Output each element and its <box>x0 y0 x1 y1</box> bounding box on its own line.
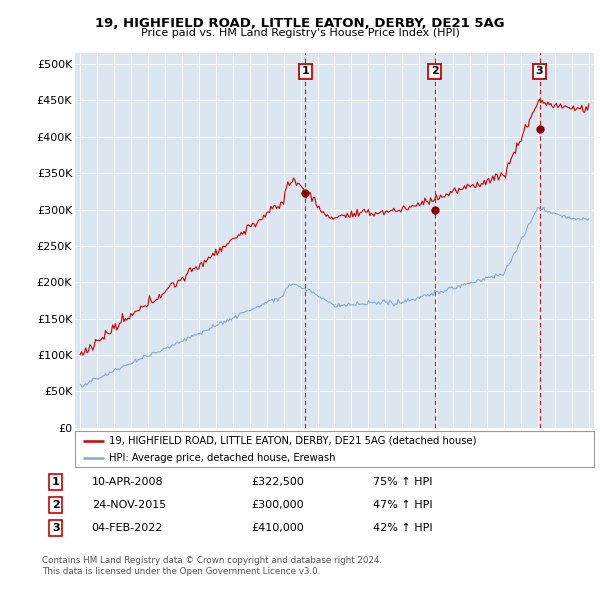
Text: 10-APR-2008: 10-APR-2008 <box>92 477 163 487</box>
Text: 75% ↑ HPI: 75% ↑ HPI <box>373 477 433 487</box>
Text: £322,500: £322,500 <box>252 477 305 487</box>
Text: 2: 2 <box>52 500 59 510</box>
Text: Price paid vs. HM Land Registry's House Price Index (HPI): Price paid vs. HM Land Registry's House … <box>140 28 460 38</box>
Text: 3: 3 <box>536 66 544 76</box>
Text: Contains HM Land Registry data © Crown copyright and database right 2024.
This d: Contains HM Land Registry data © Crown c… <box>42 556 382 576</box>
Text: 2: 2 <box>431 66 439 76</box>
Text: HPI: Average price, detached house, Erewash: HPI: Average price, detached house, Erew… <box>109 453 335 463</box>
Text: 19, HIGHFIELD ROAD, LITTLE EATON, DERBY, DE21 5AG (detached house): 19, HIGHFIELD ROAD, LITTLE EATON, DERBY,… <box>109 435 476 445</box>
Text: £300,000: £300,000 <box>252 500 304 510</box>
Text: 04-FEB-2022: 04-FEB-2022 <box>92 523 163 533</box>
Text: 24-NOV-2015: 24-NOV-2015 <box>92 500 166 510</box>
Text: £410,000: £410,000 <box>252 523 305 533</box>
Text: 1: 1 <box>52 477 59 487</box>
Text: 19, HIGHFIELD ROAD, LITTLE EATON, DERBY, DE21 5AG: 19, HIGHFIELD ROAD, LITTLE EATON, DERBY,… <box>95 17 505 30</box>
Text: 3: 3 <box>52 523 59 533</box>
Text: 1: 1 <box>301 66 309 76</box>
Text: 47% ↑ HPI: 47% ↑ HPI <box>373 500 433 510</box>
Text: 42% ↑ HPI: 42% ↑ HPI <box>373 523 433 533</box>
